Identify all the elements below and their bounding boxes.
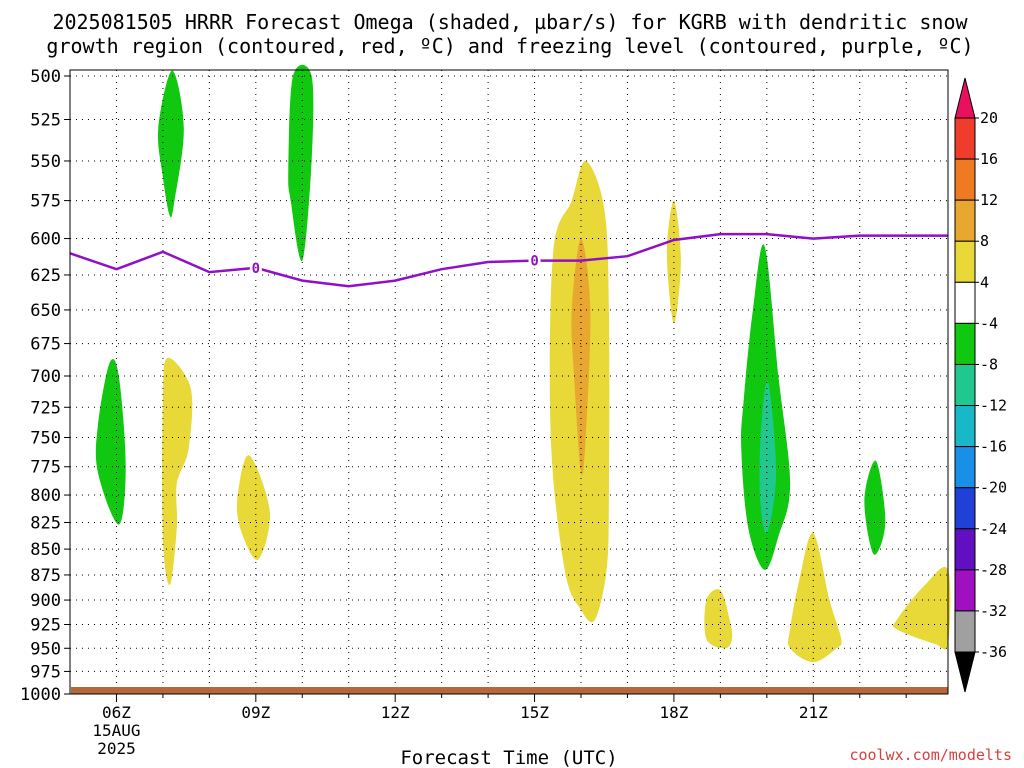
colorbar-band	[954, 363, 976, 407]
plot-frame	[69, 69, 949, 695]
y-tick-label: 925	[30, 615, 61, 635]
chart-title-line2: growth region (contoured, red, ºC) and f…	[46, 34, 973, 58]
freezing-level-label: 0	[252, 261, 260, 277]
colorbar-band	[954, 487, 976, 530]
omega-region-11	[704, 589, 733, 649]
colorbar-band	[954, 199, 976, 242]
x-tick-year: 2025	[97, 739, 136, 758]
colorbar-label: -8	[980, 355, 998, 373]
colorbar-band	[954, 610, 976, 653]
colorbar-label: -28	[980, 561, 1007, 579]
freezing-level-label: 0	[530, 254, 538, 270]
y-axis: 500 525 550 575 600 625 650 675 700 725 750 775 800 8…	[20, 67, 70, 705]
omega-region-5	[759, 381, 777, 534]
y-tick-label: 800	[30, 486, 61, 506]
colorbar-band	[954, 281, 976, 324]
freezing-label-bg	[528, 252, 541, 269]
x-axis-label: Forecast Time (UTC)	[400, 747, 617, 768]
y-tick-label: 850	[30, 540, 61, 560]
y-tick-label: 1000	[20, 685, 61, 705]
y-tick-label: 600	[30, 230, 61, 250]
omega-region-3	[864, 460, 886, 555]
omega-region-9	[571, 238, 591, 476]
y-tick-label: 825	[30, 513, 61, 533]
y-tick-label: 900	[30, 591, 61, 611]
colorbar-label: -4	[980, 314, 998, 332]
omega-region-0	[157, 70, 184, 218]
colorbar-label: 12	[980, 191, 998, 209]
colorbar-band	[954, 240, 976, 283]
ground-strip	[71, 687, 948, 694]
y-tick-label: 500	[30, 67, 61, 87]
colorbar-band	[954, 405, 976, 448]
colorbar-label: -24	[980, 520, 1007, 538]
colorbar-band	[954, 569, 976, 612]
colorbar-top-arrow	[954, 77, 976, 119]
y-tick-label: 625	[30, 266, 61, 286]
colorbar-label: 16	[980, 150, 998, 168]
colorbar-band	[954, 158, 976, 201]
omega-region-2	[95, 358, 126, 525]
colorbar-bottom-arrow	[954, 651, 976, 693]
y-tick-label: 575	[30, 192, 61, 212]
y-tick-label: 650	[30, 301, 61, 321]
y-tick-label: 775	[30, 458, 61, 478]
credit-text: coolwx.com/modelts	[849, 746, 1012, 764]
colorbar-label: -16	[980, 438, 1007, 456]
x-tick-label: 09Z	[241, 703, 270, 722]
x-tick-date: 15AUG	[92, 721, 140, 740]
colorbar-label: -32	[980, 602, 1007, 620]
x-tick-label: 12Z	[381, 703, 410, 722]
freezing-level-line	[69, 232, 948, 288]
colorbar-band	[954, 528, 976, 571]
freezing-label-bg	[249, 259, 262, 276]
y-tick-label: 725	[30, 398, 61, 418]
y-tick-label: 950	[30, 639, 61, 659]
colorbar-band	[954, 446, 976, 489]
omega-region-1	[288, 64, 314, 262]
colorbar-band	[954, 322, 976, 365]
colorbar-label: 4	[980, 273, 989, 291]
colorbar: 20 16 12 8 4 -4 -8 -12 -16 -20 -24 -28 -32 -36	[954, 77, 1007, 693]
chart-title-line1: 2025081505 HRRR Forecast Omega (shaded, …	[52, 10, 968, 34]
x-tick-label: 15Z	[520, 703, 549, 722]
y-tick-label: 550	[30, 152, 61, 172]
x-tick-label: 21Z	[799, 703, 828, 722]
omega-region-13	[892, 566, 951, 650]
colorbar-band	[954, 117, 976, 160]
y-tick-label: 700	[30, 367, 61, 387]
omega-region-12	[787, 532, 842, 663]
x-tick-label: 06Z	[102, 703, 131, 722]
y-tick-label: 875	[30, 566, 61, 586]
colorbar-label: -36	[980, 643, 1007, 661]
omega-region-7	[236, 455, 270, 560]
y-tick-label: 750	[30, 429, 61, 449]
x-tick-label: 18Z	[659, 703, 688, 722]
colorbar-label: -12	[980, 397, 1007, 415]
colorbar-label: 20	[980, 109, 998, 127]
y-tick-label: 525	[30, 111, 61, 131]
omega-region-6	[162, 357, 193, 586]
colorbar-label: 8	[980, 232, 989, 250]
y-tick-label: 675	[30, 335, 61, 355]
colorbar-label: -20	[980, 479, 1007, 497]
y-tick-label: 975	[30, 662, 61, 682]
